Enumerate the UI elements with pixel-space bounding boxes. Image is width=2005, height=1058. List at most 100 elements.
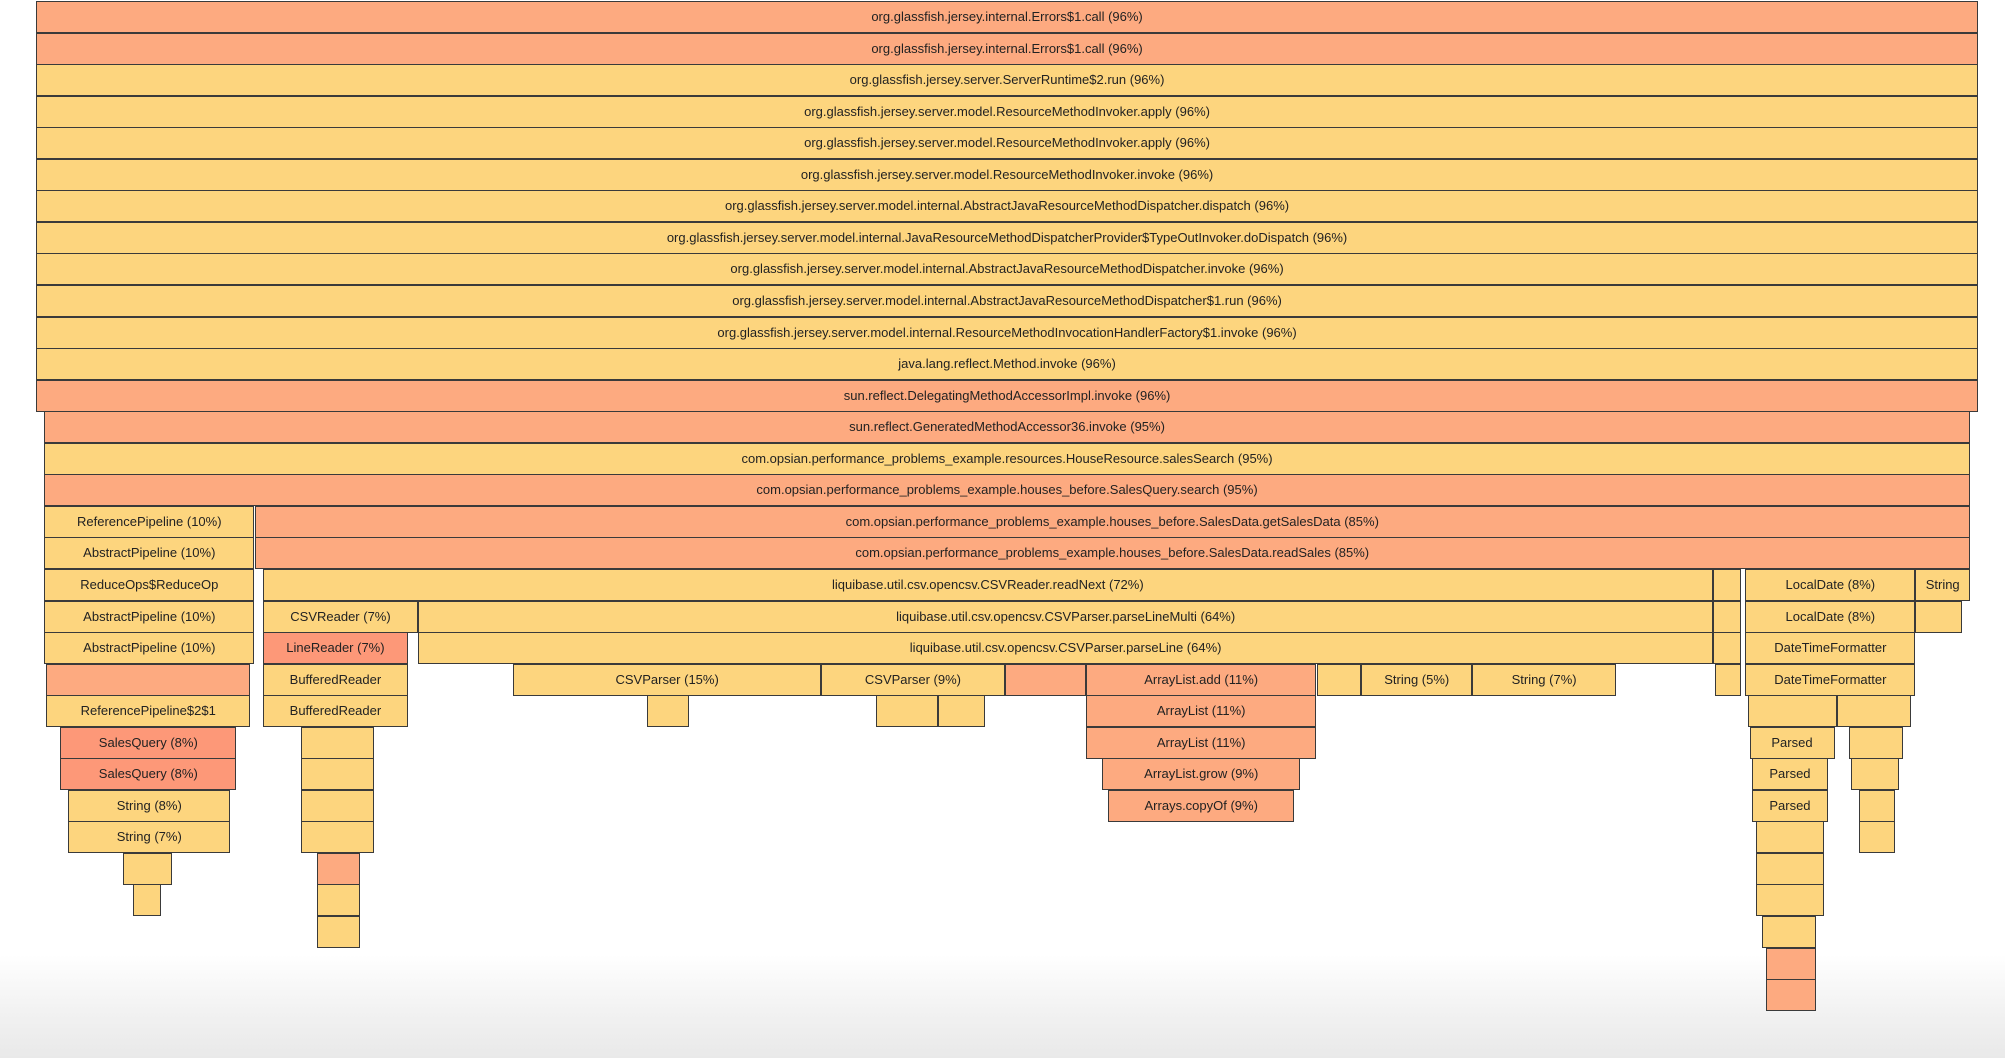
flame-frame[interactable]: [1747, 695, 1837, 728]
flame-frame[interactable]: String (7%): [1472, 663, 1616, 696]
flame-frame[interactable]: org.glassfish.jersey.server.ServerRuntim…: [36, 64, 1979, 97]
flame-frame[interactable]: [1713, 600, 1742, 633]
flame-frame-label: liquibase.util.csv.opencsv.CSVParser.par…: [909, 640, 1222, 655]
flame-frame[interactable]: String (5%): [1361, 663, 1473, 696]
flame-frame[interactable]: org.glassfish.jersey.server.model.Resour…: [36, 127, 1979, 160]
flame-frame[interactable]: Parsed: [1751, 789, 1829, 822]
flame-frame-label: ArrayList (11%): [1156, 734, 1246, 750]
flame-frame[interactable]: [1713, 632, 1742, 664]
flame-frame[interactable]: CSVParser (9%): [820, 663, 1005, 696]
flame-frame[interactable]: AbstractPipeline (10%): [44, 537, 255, 570]
flame-frame[interactable]: [133, 884, 162, 917]
flame-frame[interactable]: AbstractPipeline (10%): [44, 600, 255, 633]
flame-frame[interactable]: [1755, 821, 1825, 854]
flame-frame-label: com.opsian.performance_problems_example.…: [756, 482, 1258, 498]
flame-frame[interactable]: java.lang.reflect.Method.invoke (96%): [36, 348, 1979, 381]
flame-frame[interactable]: ArrayList (11%): [1085, 726, 1317, 759]
flame-frame[interactable]: sun.reflect.GeneratedMethodAccessor36.in…: [44, 411, 1970, 444]
flame-frame[interactable]: Arrays.copyOf (9%): [1108, 789, 1295, 822]
flame-frame[interactable]: [317, 916, 360, 948]
flame-frame[interactable]: Parsed: [1749, 726, 1835, 759]
flame-frame[interactable]: LineReader (7%): [262, 632, 409, 664]
flame-frame-label: LineReader (7%): [286, 640, 385, 655]
flame-frame[interactable]: [1858, 821, 1896, 854]
flame-frame[interactable]: [1848, 726, 1904, 759]
flame-frame[interactable]: org.glassfish.jersey.server.model.intern…: [36, 316, 1979, 349]
flame-frame[interactable]: Parsed: [1751, 758, 1829, 791]
flame-frame[interactable]: BufferedReader: [262, 663, 409, 696]
flame-frame[interactable]: [875, 695, 939, 728]
flame-frame[interactable]: liquibase.util.csv.opencsv.CSVParser.par…: [418, 632, 1713, 664]
flame-frame-label: org.glassfish.jersey.server.model.Resour…: [804, 135, 1210, 151]
flame-frame[interactable]: com.opsian.performance_problems_example.…: [44, 442, 1970, 475]
flame-frame[interactable]: SalesQuery (8%): [60, 758, 237, 791]
flame-frame[interactable]: [1765, 979, 1817, 1012]
flame-frame[interactable]: [1850, 758, 1900, 791]
flame-frame[interactable]: String: [1915, 568, 1970, 601]
flame-frame[interactable]: [301, 789, 374, 822]
flame-frame[interactable]: [301, 821, 374, 854]
flame-frame-label: Parsed: [1769, 766, 1811, 782]
flame-frame[interactable]: [301, 726, 374, 759]
flame-frame[interactable]: ArrayList.grow (9%): [1102, 758, 1301, 791]
flame-frame-label: Parsed: [1771, 734, 1813, 750]
flame-frame[interactable]: SalesQuery (8%): [60, 726, 237, 759]
flame-frame[interactable]: [1713, 568, 1742, 601]
flame-frame[interactable]: ArrayList (11%): [1085, 695, 1317, 728]
flame-frame[interactable]: CSVParser (15%): [513, 663, 821, 696]
flame-frame[interactable]: org.glassfish.jersey.server.model.intern…: [36, 253, 1979, 286]
flame-frame[interactable]: LocalDate (8%): [1745, 568, 1916, 601]
flame-frame-label: sun.reflect.GeneratedMethodAccessor36.in…: [849, 419, 1165, 435]
flame-frame[interactable]: [1765, 947, 1817, 980]
flame-frame[interactable]: [1316, 663, 1362, 696]
flame-frame[interactable]: [1836, 695, 1912, 728]
flame-frame[interactable]: [938, 695, 985, 728]
flame-frame-label: AbstractPipeline (10%): [83, 545, 216, 561]
flame-frame[interactable]: AbstractPipeline (10%): [44, 632, 255, 664]
flame-frame[interactable]: [1755, 852, 1825, 885]
flame-frame[interactable]: ReferencePipeline (10%): [44, 505, 255, 538]
flame-frame[interactable]: liquibase.util.csv.opencsv.CSVParser.par…: [418, 600, 1713, 633]
flame-frame[interactable]: [301, 758, 374, 791]
flame-frame-label: ReduceOps$ReduceOp: [80, 576, 219, 592]
flame-frame[interactable]: ReferencePipeline$2$1: [46, 695, 251, 728]
flame-frame[interactable]: org.glassfish.jersey.server.model.intern…: [36, 221, 1979, 254]
flame-frame[interactable]: [1005, 663, 1086, 696]
flame-frame[interactable]: [1761, 916, 1817, 948]
flame-frame[interactable]: liquibase.util.csv.opencsv.CSVReader.rea…: [262, 568, 1714, 601]
flame-frame[interactable]: String (7%): [68, 821, 231, 854]
flame-frame[interactable]: [1755, 884, 1825, 917]
flame-frame[interactable]: [1858, 789, 1896, 822]
flame-frame[interactable]: org.glassfish.jersey.server.model.intern…: [36, 190, 1979, 223]
flame-frame[interactable]: org.glassfish.jersey.server.model.intern…: [36, 284, 1979, 317]
flame-frame-label: org.glassfish.jersey.server.model.Resour…: [804, 103, 1210, 119]
flame-frame[interactable]: BufferedReader: [262, 695, 409, 728]
flame-frame-label: org.glassfish.jersey.server.ServerRuntim…: [849, 72, 1165, 88]
flame-frame[interactable]: org.glassfish.jersey.internal.Errors$1.c…: [36, 32, 1979, 65]
flame-frame[interactable]: [317, 884, 360, 917]
flame-frame[interactable]: [317, 852, 360, 885]
flame-frame-label: org.glassfish.jersey.server.model.intern…: [730, 261, 1284, 277]
flame-frame[interactable]: CSVReader (7%): [262, 600, 419, 633]
flame-frame[interactable]: org.glassfish.jersey.server.model.Resour…: [36, 158, 1979, 191]
flame-frame[interactable]: [1915, 600, 1962, 633]
flame-frame[interactable]: DateTimeFormatter: [1745, 663, 1916, 696]
flame-frame[interactable]: [123, 852, 172, 885]
flame-frame[interactable]: [646, 695, 690, 728]
flame-frame[interactable]: LocalDate (8%): [1745, 600, 1916, 633]
flame-frame[interactable]: [46, 663, 251, 696]
flame-frame[interactable]: sun.reflect.DelegatingMethodAccessorImpl…: [36, 379, 1979, 412]
flame-frame[interactable]: ReduceOps$ReduceOp: [44, 568, 255, 601]
flame-frame[interactable]: com.opsian.performance_problems_example.…: [254, 505, 1970, 538]
flame-frame[interactable]: org.glassfish.jersey.server.model.Resour…: [36, 95, 1979, 128]
flame-frame[interactable]: String (8%): [68, 789, 231, 822]
flame-frame[interactable]: com.opsian.performance_problems_example.…: [254, 537, 1970, 570]
flame-frame[interactable]: org.glassfish.jersey.internal.Errors$1.c…: [36, 1, 1979, 33]
flame-frame[interactable]: com.opsian.performance_problems_example.…: [44, 474, 1970, 507]
flame-frame[interactable]: [1715, 663, 1742, 696]
flame-frame[interactable]: DateTimeFormatter: [1745, 632, 1916, 664]
flame-frame-label: String: [1925, 576, 1960, 592]
flame-frame[interactable]: ArrayList.add (11%): [1085, 663, 1317, 696]
flame-frame-label: ReferencePipeline$2$1: [80, 703, 216, 719]
